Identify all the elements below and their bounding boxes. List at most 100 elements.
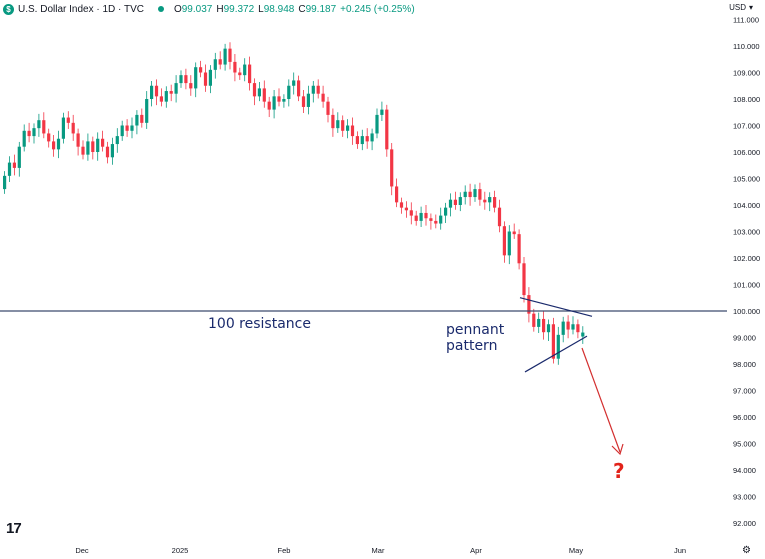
- symbol-title[interactable]: U.S. Dollar Index · 1D · TVC: [18, 3, 144, 15]
- candle-body: [561, 321, 565, 335]
- candle-body: [439, 215, 443, 224]
- pennant-lower-line: [524, 335, 588, 373]
- price-axis[interactable]: 111.000 110.000 109.000 108.000 107.000 106.0…: [733, 16, 760, 529]
- candle-body: [12, 162, 16, 168]
- y-tick-label: 105.000: [733, 175, 760, 184]
- ohlc-close: C99.187: [298, 3, 337, 15]
- candle-body: [331, 114, 335, 129]
- candle-body: [350, 125, 355, 137]
- candle-body: [71, 122, 75, 134]
- dollar-symbol-icon: $: [3, 3, 14, 15]
- y-tick-label: 92.000: [733, 519, 756, 528]
- candle-body: [395, 186, 399, 203]
- candle-body: [380, 109, 384, 115]
- candle-body: [257, 88, 261, 97]
- y-tick-label: 110.000: [733, 42, 760, 51]
- y-tick-label: 103.000: [733, 228, 760, 237]
- tradingview-logo[interactable]: 17: [6, 520, 22, 537]
- question-mark-label: ?: [613, 459, 625, 483]
- candle-body: [267, 101, 271, 110]
- candle-body: [483, 199, 487, 203]
- x-tick-label: Dec: [75, 546, 89, 555]
- candle-body: [42, 120, 46, 134]
- candle-body: [252, 83, 257, 97]
- y-tick-label: 95.000: [733, 440, 756, 449]
- candle-body: [110, 144, 114, 158]
- y-tick-label: 109.000: [733, 69, 760, 78]
- candle-body: [164, 91, 168, 102]
- candle-body: [125, 125, 129, 131]
- candle-body: [154, 85, 159, 97]
- candle-body: [409, 210, 413, 216]
- candle-body: [434, 220, 438, 224]
- candle-body: [316, 85, 320, 94]
- candle-body: [159, 96, 163, 102]
- x-tick-label: Mar: [372, 546, 385, 555]
- candle-body: [385, 109, 389, 150]
- candle-body: [576, 324, 580, 333]
- candle-body: [238, 72, 242, 76]
- resistance-label: 100 resistance: [208, 316, 311, 332]
- candle-body: [532, 313, 536, 327]
- candle-body: [17, 146, 21, 168]
- candle-body: [120, 125, 124, 137]
- y-tick-label: 107.000: [733, 122, 760, 131]
- candle-body: [145, 99, 149, 123]
- candle-body: [301, 96, 306, 107]
- candle-body: [174, 83, 178, 94]
- candle-body: [493, 197, 497, 208]
- market-status-dot: [157, 6, 164, 12]
- candle-body: [370, 133, 374, 142]
- y-tick-label: 100.000: [733, 307, 760, 316]
- candle-body: [571, 324, 575, 330]
- x-tick-label: May: [569, 546, 583, 555]
- candle-body: [336, 120, 340, 129]
- candle-body: [56, 138, 61, 150]
- candle-body: [66, 117, 70, 123]
- candle-body: [478, 189, 482, 200]
- candle-body: [581, 332, 585, 337]
- candle-body: [248, 64, 252, 84]
- candle-body: [512, 231, 516, 235]
- y-tick-label: 93.000: [733, 493, 756, 502]
- candle-body: [3, 175, 7, 190]
- candle-body: [542, 318, 546, 333]
- candle-body: [81, 146, 85, 155]
- candle-body: [321, 93, 325, 102]
- candle-body: [243, 64, 247, 76]
- candle-body: [130, 125, 134, 131]
- candle-body: [37, 120, 41, 129]
- candle-body: [365, 136, 369, 142]
- y-tick-label: 101.000: [733, 281, 760, 290]
- candle-body: [341, 120, 345, 131]
- candle-body: [287, 85, 291, 99]
- candle-body: [233, 61, 237, 73]
- candlestick-series: [3, 42, 585, 365]
- candle-body: [424, 212, 428, 219]
- time-axis[interactable]: Dec 2025 Feb Mar Apr May Jun: [75, 546, 686, 555]
- candle-body: [140, 114, 144, 123]
- candle-body: [101, 138, 105, 147]
- candle-body: [96, 138, 100, 152]
- settings-icon[interactable]: ⚙: [742, 545, 751, 556]
- candle-body: [546, 324, 551, 333]
- candle-body: [537, 318, 541, 327]
- candle-body: [184, 75, 188, 84]
- y-tick-label: 104.000: [733, 201, 760, 210]
- projection-arrow: [581, 347, 624, 456]
- currency-selector[interactable]: USD ▾: [729, 3, 753, 12]
- candle-body: [61, 117, 65, 139]
- candle-body: [189, 83, 193, 89]
- candle-body: [218, 59, 222, 65]
- y-tick-label: 99.000: [733, 334, 756, 343]
- x-tick-label: Feb: [278, 546, 291, 555]
- candle-body: [404, 207, 408, 211]
- y-tick-label: 111.000: [733, 16, 759, 25]
- candle-body: [47, 133, 51, 142]
- candle-body: [91, 141, 95, 152]
- candle-body: [551, 324, 555, 359]
- candle-body: [199, 67, 203, 73]
- candle-body: [105, 146, 110, 158]
- candle-body: [497, 207, 502, 227]
